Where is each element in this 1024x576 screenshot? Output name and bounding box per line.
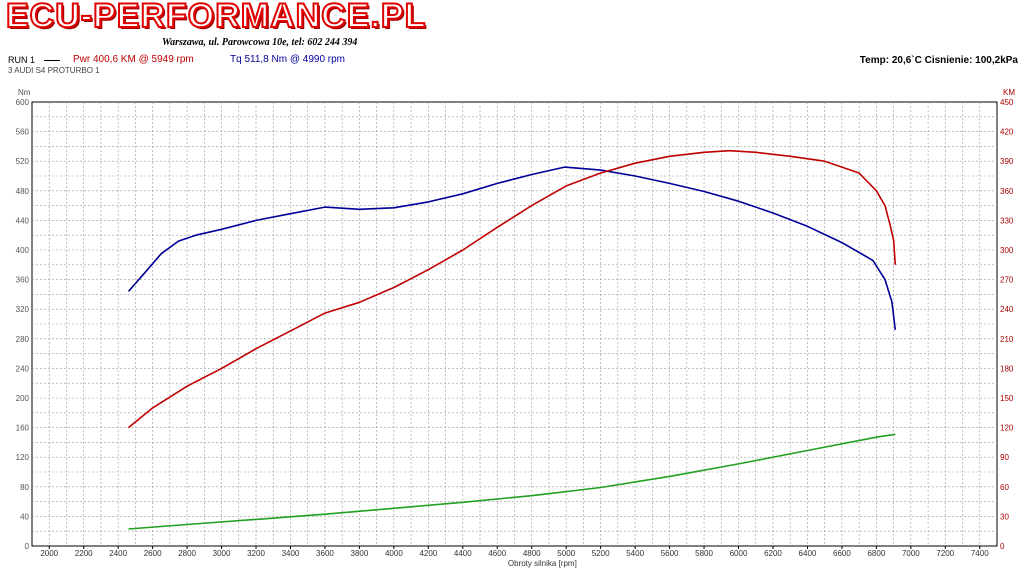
y-right-tick-label: 210: [1000, 335, 1014, 344]
y-right-tick-label: 30: [1000, 512, 1009, 521]
y-left-tick-label: 120: [16, 453, 30, 462]
run-label: RUN 1: [8, 55, 36, 65]
x-tick-label: 6000: [730, 549, 748, 558]
x-tick-label: 6600: [833, 549, 851, 558]
y-right-tick-label: 330: [1000, 216, 1014, 225]
y-right-tick-label: 420: [1000, 128, 1014, 137]
series-line-tq: [127, 166, 897, 330]
x-tick-label: 3600: [316, 549, 334, 558]
x-tick-label: 7400: [971, 549, 989, 558]
test-name: 3 AUDI S4 PROTURBO 1: [8, 66, 100, 75]
x-tick-label: 4000: [385, 549, 403, 558]
x-tick-label: 3800: [351, 549, 369, 558]
x-tick-label: 3400: [282, 549, 300, 558]
x-tick-label: 7000: [902, 549, 920, 558]
x-tick-label: 5000: [557, 549, 575, 558]
y-left-tick-label: 480: [16, 187, 30, 196]
y-right-tick-label: 180: [1000, 364, 1014, 373]
y-left-tick-label: 40: [20, 512, 29, 521]
x-tick-label: 6200: [764, 549, 782, 558]
y-left-tick-label: 160: [16, 424, 30, 433]
x-tick-label: 6400: [799, 549, 817, 558]
y-left-tick-label: 360: [16, 276, 30, 285]
y-right-tick-label: 450: [1000, 98, 1014, 107]
x-tick-label: 7200: [936, 549, 954, 558]
series-line-pwr: [127, 149, 897, 429]
x-tick-label: 4800: [523, 549, 541, 558]
x-tick-label: 6800: [867, 549, 885, 558]
run-line-swatch: [44, 60, 60, 61]
x-tick-label: 2400: [109, 549, 127, 558]
y-right-tick-label: 270: [1000, 276, 1014, 285]
y-right-tick-label: 150: [1000, 394, 1014, 403]
conditions-text: Temp: 20,6`C Cisnienie: 100,2kPa: [859, 55, 1018, 66]
x-tick-label: 5400: [626, 549, 644, 558]
y-left-tick-label: 280: [16, 335, 30, 344]
x-tick-label: 2600: [144, 549, 162, 558]
x-tick-label: 2800: [178, 549, 196, 558]
y-right-tick-label: 90: [1000, 453, 1009, 462]
x-axis-label: Obroty silnika [rpm]: [508, 559, 577, 568]
x-tick-label: 5600: [661, 549, 679, 558]
y-left-axis-label: Nm: [18, 88, 31, 97]
x-tick-label: 4400: [454, 549, 472, 558]
y-right-tick-label: 390: [1000, 157, 1014, 166]
series-line-3: [128, 433, 896, 530]
y-left-tick-label: 320: [16, 305, 30, 314]
y-right-tick-label: 240: [1000, 305, 1014, 314]
peak-power-text: Pwr 400,6 KM @ 5949 rpm: [73, 54, 194, 65]
y-left-tick-label: 0: [25, 542, 30, 551]
y-left-tick-label: 400: [16, 246, 30, 255]
y-left-tick-label: 200: [16, 394, 30, 403]
x-tick-label: 4200: [419, 549, 437, 558]
x-tick-label: 5200: [592, 549, 610, 558]
x-tick-label: 5800: [695, 549, 713, 558]
y-left-tick-label: 440: [16, 216, 30, 225]
y-left-tick-label: 80: [20, 483, 29, 492]
y-left-tick-label: 600: [16, 98, 30, 107]
x-tick-label: 4600: [488, 549, 506, 558]
x-tick-label: 3000: [213, 549, 231, 558]
y-right-axis-label: KM: [1003, 88, 1015, 97]
y-right-tick-label: 360: [1000, 187, 1014, 196]
y-right-tick-label: 120: [1000, 424, 1014, 433]
y-left-tick-label: 560: [16, 128, 30, 137]
address-text: Warszawa, ul. Parowcowa 10e, tel: 602 24…: [162, 37, 358, 48]
peak-torque-text: Tq 511,8 Nm @ 4990 rpm: [230, 54, 346, 65]
brand-logo: ECU-PERFORMANCE.PL: [5, 0, 427, 36]
y-left-tick-label: 520: [16, 157, 30, 166]
x-tick-label: 2000: [40, 549, 58, 558]
y-left-tick-label: 240: [16, 364, 30, 373]
x-tick-label: 3200: [247, 549, 265, 558]
y-right-tick-label: 60: [1000, 483, 1009, 492]
y-right-tick-label: 0: [1000, 542, 1005, 551]
x-tick-label: 2200: [75, 549, 93, 558]
y-right-tick-label: 300: [1000, 246, 1014, 255]
